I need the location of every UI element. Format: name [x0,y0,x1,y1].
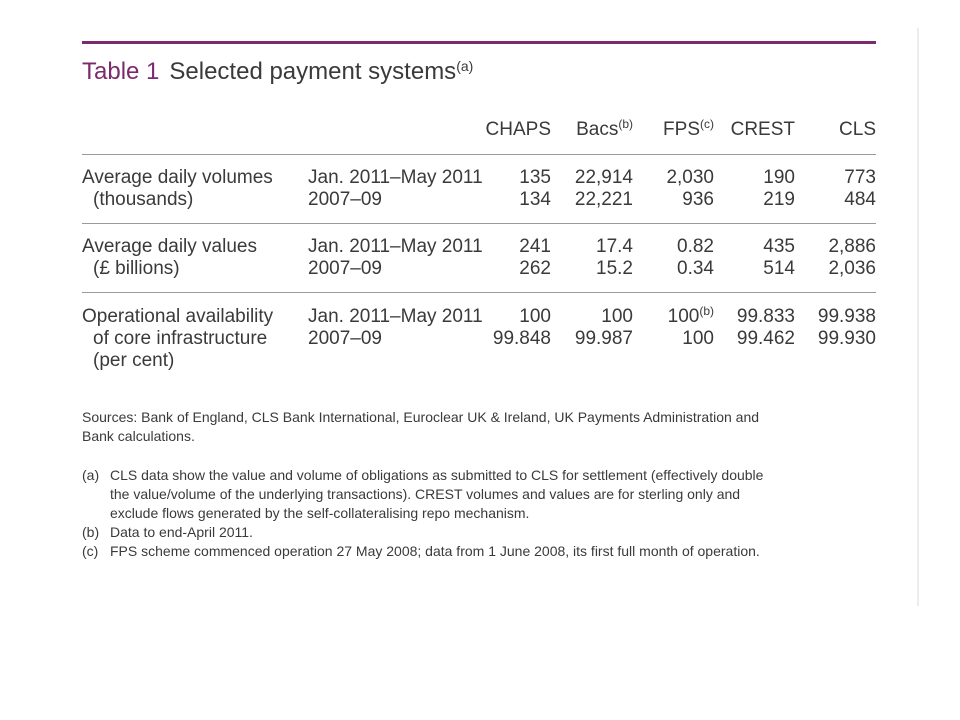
row-label-availability: Operational availability [82,306,274,327]
column-header-chaps: CHAPS [485,119,551,140]
row-label-availability-unit: (per cent) [93,350,175,371]
table-cell: 22,221 [574,189,633,210]
footnote-key-c: (c) [82,543,99,559]
table-cell: 435 [763,236,795,257]
table-cell: 2,036 [828,258,876,279]
row-label-volumes-unit: (thousands) [93,189,194,210]
column-header-bacs: Bacs(b) [576,117,633,140]
table-title: Table 1 Selected payment systems(a) [82,58,473,86]
table-title-text: Selected payment systems [169,58,457,85]
table-cell: 22,914 [574,167,633,188]
row-label-volumes: Average daily volumes [82,167,273,188]
footnote-a-line: CLS data show the value and volume of ob… [110,467,764,483]
period-label: Jan. 2011–May 2011 [308,167,483,188]
footnote-key-a: (a) [82,467,100,483]
table-top-rule [82,41,876,44]
table-cell: 190 [763,167,795,188]
sources-line: Sources: Bank of England, CLS Bank Inter… [82,409,760,425]
period-label: 2007–09 [308,189,382,210]
table-cell: 514 [763,258,795,279]
column-header-fps: FPS(c) [663,117,714,140]
footnote-a-line: the value/volume of the underlying trans… [110,486,741,502]
footnote-key-b: (b) [82,524,100,540]
table-cell: 100 [519,306,551,327]
period-label: Jan. 2011–May 2011 [308,236,483,257]
table-cell: 99.930 [817,328,876,349]
table-cell: 134 [519,189,551,210]
row-label-values: Average daily values [82,236,257,257]
table-cell: 241 [519,236,551,257]
table-cell: 484 [844,189,876,210]
footnote-a-line: exclude flows generated by the self-coll… [110,505,530,521]
table-cell: 17.4 [596,236,633,257]
table-cell: 99.987 [574,328,633,349]
footnote-ref: (b) [699,304,714,318]
period-label: Jan. 2011–May 2011 [308,306,483,327]
table-cell: 0.82 [677,236,714,257]
table-title-footnote-ref: (a) [456,58,474,74]
table-cell: 219 [763,189,795,210]
table-cell: 15.2 [596,258,633,279]
row-label-availability-line2: of core infrastructure [93,328,268,349]
table-cell: 2,030 [666,167,714,188]
group-rule [82,292,876,293]
sources-line: Bank calculations. [82,428,195,444]
row-label-values-unit: (£ billions) [93,258,180,279]
group-rule [82,223,876,224]
table-cell: 262 [519,258,551,279]
table-cell: 99.848 [492,328,551,349]
page-edge-divider [917,28,919,606]
table-cell: 0.34 [677,258,714,279]
table-cell: 100(b) [667,304,714,327]
period-label: 2007–09 [308,328,382,349]
table-cell: 99.833 [736,306,795,327]
column-header-crest: CREST [730,119,795,140]
table-cell: 936 [682,189,714,210]
table-cell: 99.462 [736,328,795,349]
table-cell: 99.938 [817,306,876,327]
header-rule [82,154,876,155]
period-label: 2007–09 [308,258,382,279]
footnote-b-line: Data to end-April 2011. [110,524,253,540]
table-cell: 100 [682,328,714,349]
table-number: Table 1 [82,58,160,85]
table-cell: 100 [601,306,633,327]
table-cell: 2,886 [828,236,876,257]
table-cell: 135 [519,167,551,188]
table-cell: 773 [844,167,876,188]
column-header-cls: CLS [839,119,876,140]
footnote-c-line: FPS scheme commenced operation 27 May 20… [110,543,760,559]
